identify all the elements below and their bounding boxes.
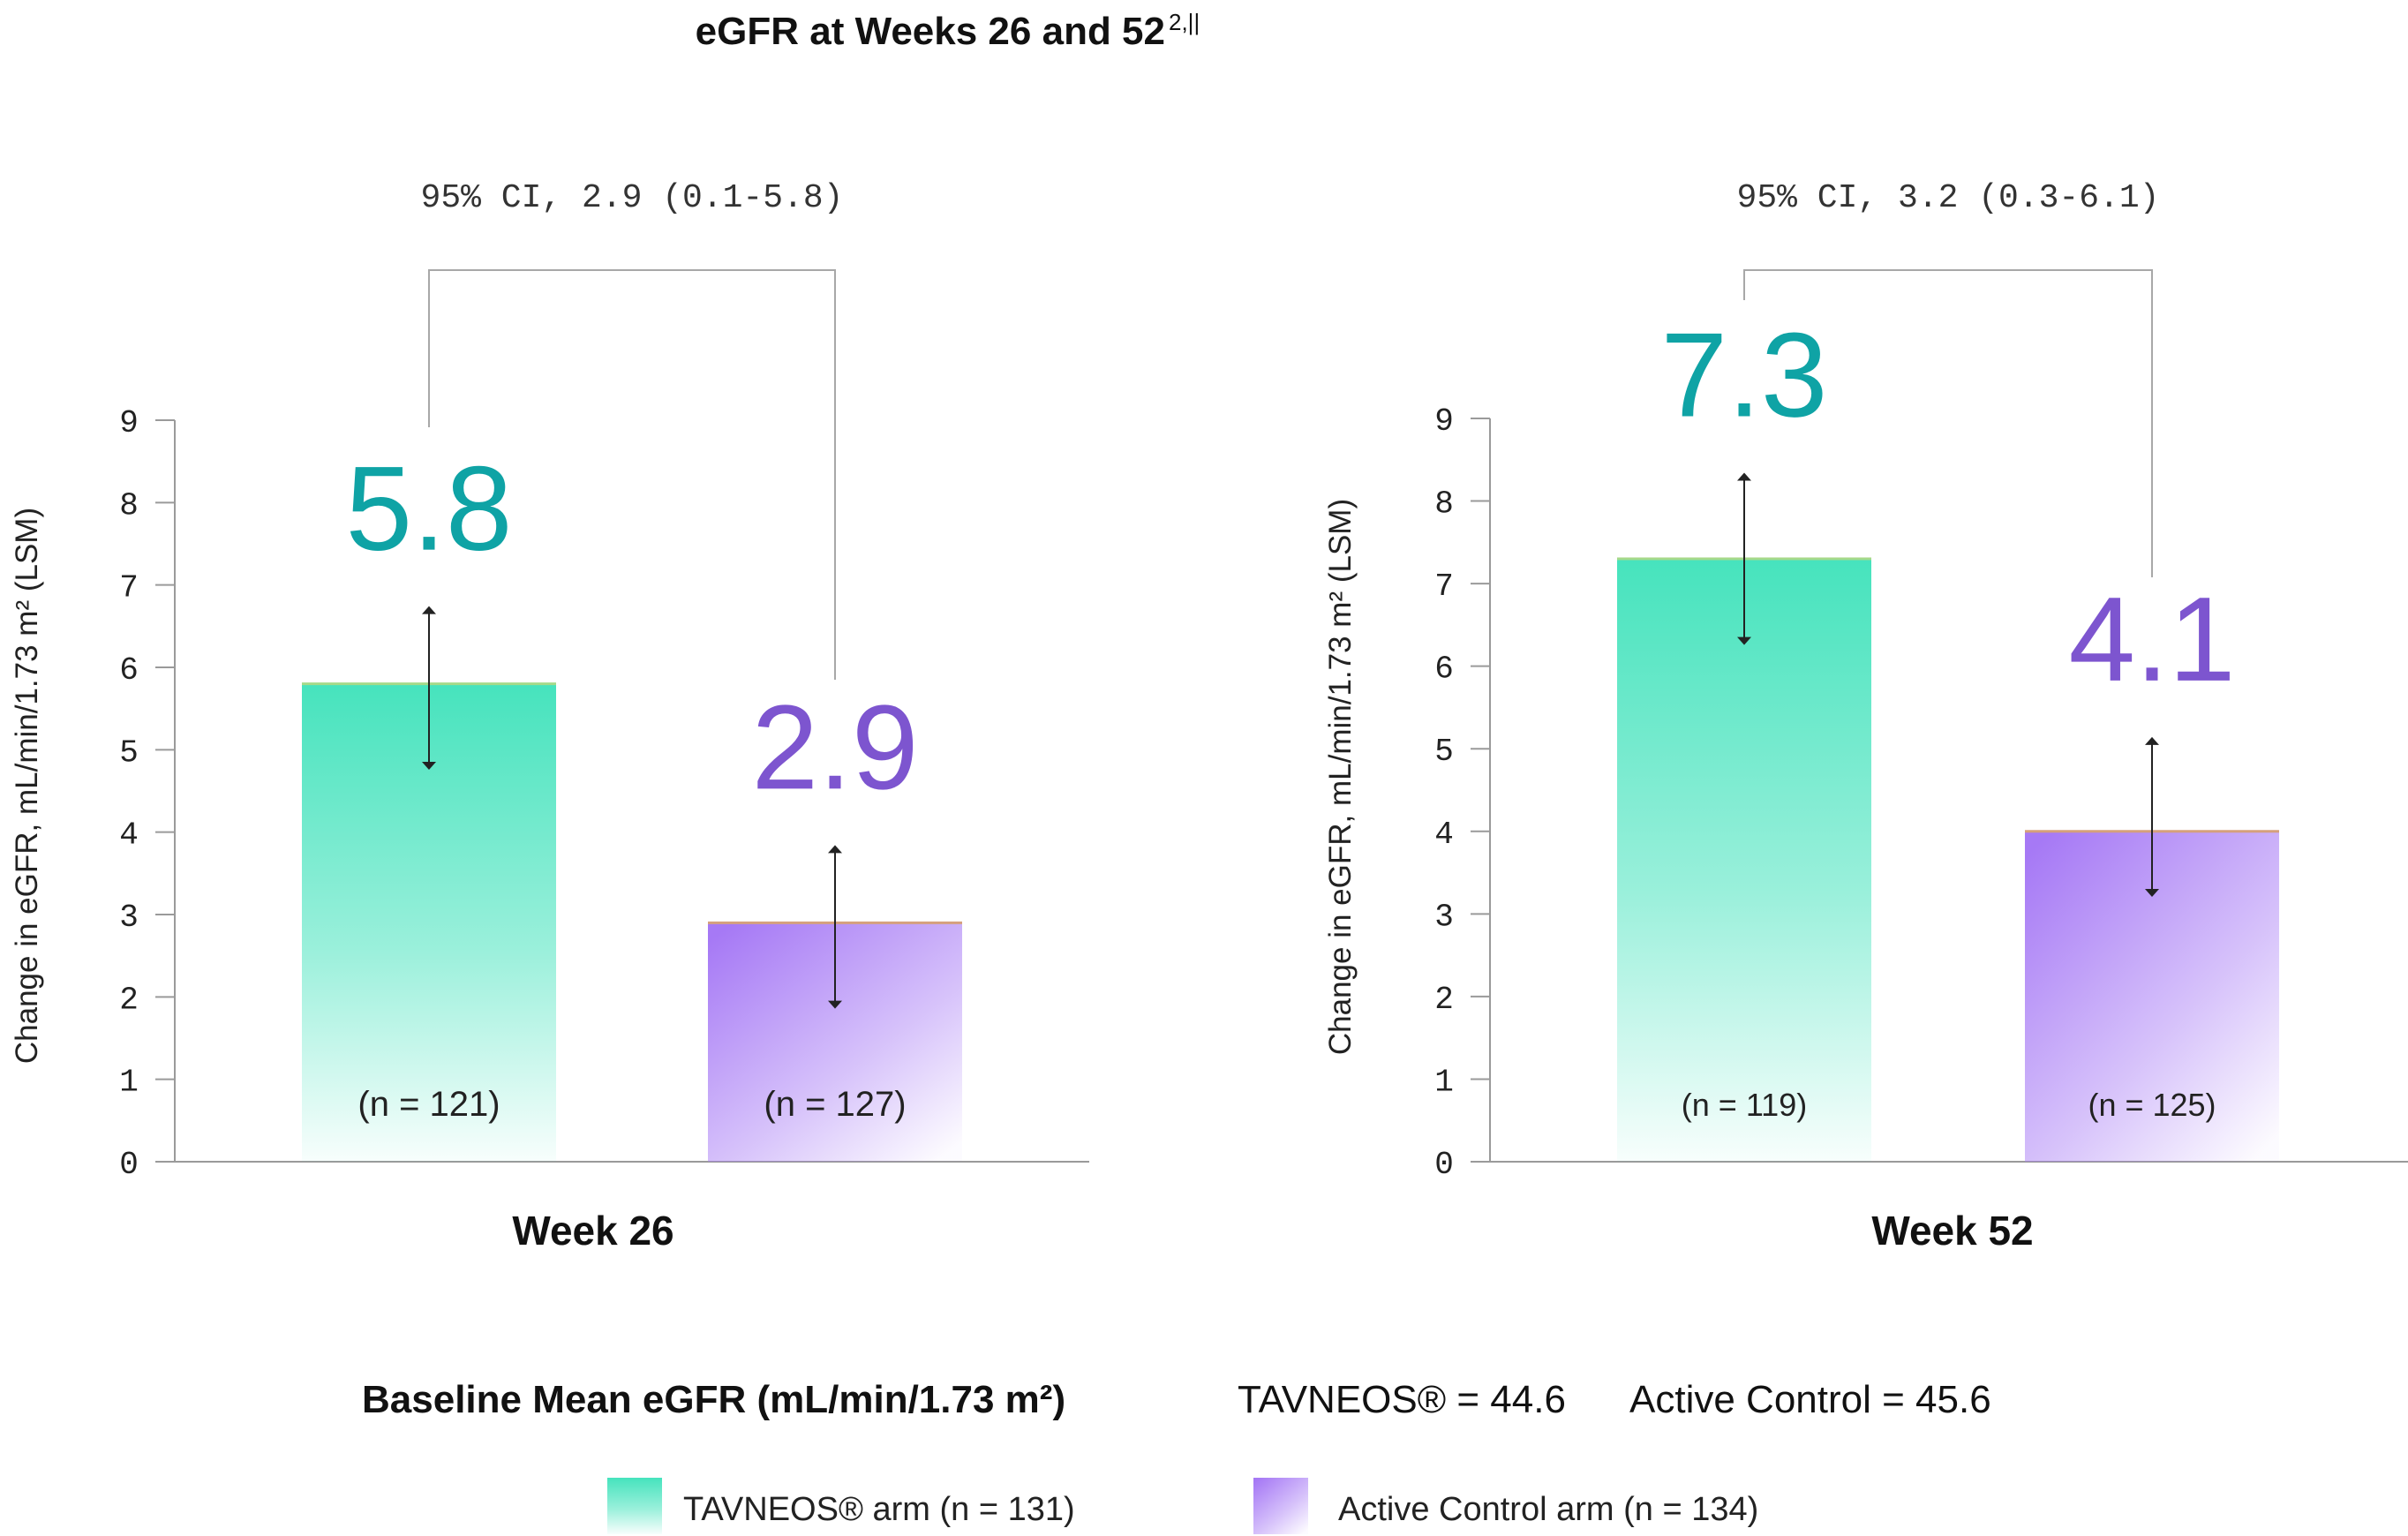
value-label-tavneos: 7.3 — [1660, 307, 1827, 441]
baseline-tavneos-value: TAVNEOS® = 44.6 — [1238, 1378, 1566, 1421]
error-cap-high-control — [2145, 736, 2159, 745]
y-tick-label: 0 — [119, 1147, 139, 1183]
legend: TAVNEOS® arm (n = 131) Active Control ar… — [607, 1478, 1758, 1534]
baseline-control-value: Active Control = 45.6 — [1629, 1378, 1991, 1421]
ci-bracket — [428, 269, 836, 680]
n-label-tavneos: (n = 121) — [357, 1085, 500, 1124]
panel-week-26: 0 1 2 3 4 5 6 7 8 9 Change in eGFR, mL/min/1.73 m²… — [10, 179, 1089, 1254]
y-tick-label: 3 — [119, 900, 139, 936]
ci-annotation: 95% CI, 3.2 (0.3-6.1) — [1737, 179, 2160, 217]
error-cap-high-tavneos — [422, 606, 436, 614]
y-tick-label: 1 — [119, 1065, 139, 1101]
baseline-label: Baseline Mean eGFR (mL/min/1.73 m²) — [362, 1378, 1065, 1421]
n-label-control: (n = 125) — [2088, 1087, 2216, 1123]
y-tick-label: 4 — [1434, 817, 1454, 853]
error-cap-low-control — [2145, 888, 2159, 897]
y-tick-label: 6 — [1434, 651, 1454, 688]
y-tick-label: 2 — [119, 982, 139, 1018]
value-label-control: 4.1 — [2068, 572, 2235, 706]
legend-label-control: Active Control arm (n = 134) — [1338, 1491, 1758, 1528]
legend-label-tavneos: TAVNEOS® arm (n = 131) — [683, 1491, 1075, 1528]
error-cap-low-control — [828, 1000, 842, 1009]
y-tick-label: 9 — [1434, 403, 1454, 440]
error-cap-low-tavneos — [1737, 636, 1751, 645]
y-tick-label: 0 — [1434, 1147, 1454, 1183]
y-tick-label: 3 — [1434, 899, 1454, 935]
error-cap-low-tavneos — [422, 762, 436, 770]
bar-tavneos — [1617, 559, 1871, 1162]
y-axis-label: Change in eGFR, mL/min/1.73 m² (LSM) — [1323, 499, 1358, 1055]
y-tick-label: 4 — [119, 817, 139, 854]
x-axis-label: Week 26 — [512, 1208, 673, 1254]
x-axis-label: Week 52 — [1871, 1208, 2033, 1254]
n-label-control: (n = 127) — [764, 1085, 906, 1124]
y-tick-label: 9 — [119, 405, 139, 441]
y-tick-label: 8 — [119, 487, 139, 523]
y-axis-label: Change in eGFR, mL/min/1.73 m² (LSM) — [10, 508, 44, 1064]
ci-annotation: 95% CI, 2.9 (0.1-5.8) — [421, 179, 844, 217]
y-tick-label: 7 — [119, 570, 139, 606]
n-label-tavneos: (n = 119) — [1682, 1087, 1807, 1123]
y-tick-label: 7 — [1434, 568, 1454, 605]
y-tick-label: 2 — [1434, 982, 1454, 1018]
error-cap-high-tavneos — [1737, 472, 1751, 481]
chart-title-superscript: 2,|| — [1169, 9, 1200, 35]
value-label-tavneos: 5.8 — [345, 441, 512, 576]
y-tick-label: 6 — [119, 652, 139, 689]
chart-title: eGFR at Weeks 26 and 52 — [696, 10, 1165, 53]
value-label-control: 2.9 — [751, 680, 918, 814]
ci-bracket — [1743, 269, 2153, 577]
legend-swatch-control — [1253, 1478, 1308, 1534]
y-tick-label: 1 — [1434, 1064, 1454, 1100]
y-tick-label: 8 — [1434, 486, 1454, 523]
y-tick-label: 5 — [1434, 734, 1454, 770]
y-tick-label: 5 — [119, 734, 139, 771]
error-cap-high-control — [828, 845, 842, 854]
legend-swatch-tavneos — [607, 1478, 662, 1534]
panel-week-52: 0 1 2 3 4 5 6 7 8 9 Change in eGFR, mL/min/1.73 m²… — [1323, 179, 2408, 1254]
